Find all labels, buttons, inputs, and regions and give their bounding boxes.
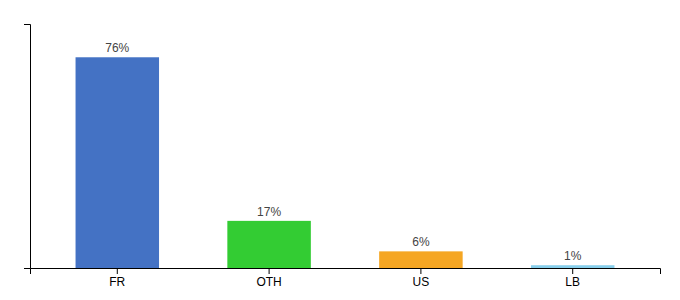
data-label: 6% [412,235,430,249]
y-axis [24,25,31,269]
data-label: 1% [564,249,582,263]
x-tick: FR [109,268,125,289]
x-axis: FR OTH US LB [31,268,661,289]
x-tick-mark [420,268,421,274]
bar [227,221,310,268]
x-tick-label: OTH [256,275,281,289]
chart-container: FR OTH US LB 76% 17% 6% 1% [0,0,680,300]
x-tick-label: FR [109,275,125,289]
x-tick-label: LB [565,275,580,289]
x-tick-mark [572,268,573,274]
x-tick: LB [565,268,580,289]
bar [531,265,614,268]
x-tick-mark [117,268,118,274]
plot-area: FR OTH US LB 76% 17% 6% 1% [24,25,661,289]
y-axis-line [24,25,31,269]
data-labels: 76% 17% 6% 1% [105,41,581,263]
x-tick-label: US [413,275,430,289]
bar [379,251,462,268]
x-tick: OTH [256,268,281,289]
bar [76,57,159,268]
chart-svg: FR OTH US LB 76% 17% 6% 1% [0,0,680,300]
data-label: 17% [257,205,281,219]
data-label: 76% [105,41,129,55]
bars [76,57,615,268]
x-tick: US [413,268,430,289]
x-axis-line [31,269,661,275]
x-tick-mark [269,268,270,274]
